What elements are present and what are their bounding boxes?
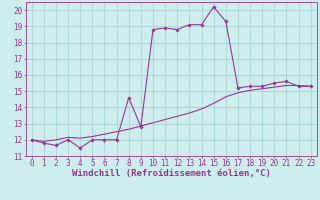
X-axis label: Windchill (Refroidissement éolien,°C): Windchill (Refroidissement éolien,°C) [72, 169, 271, 178]
